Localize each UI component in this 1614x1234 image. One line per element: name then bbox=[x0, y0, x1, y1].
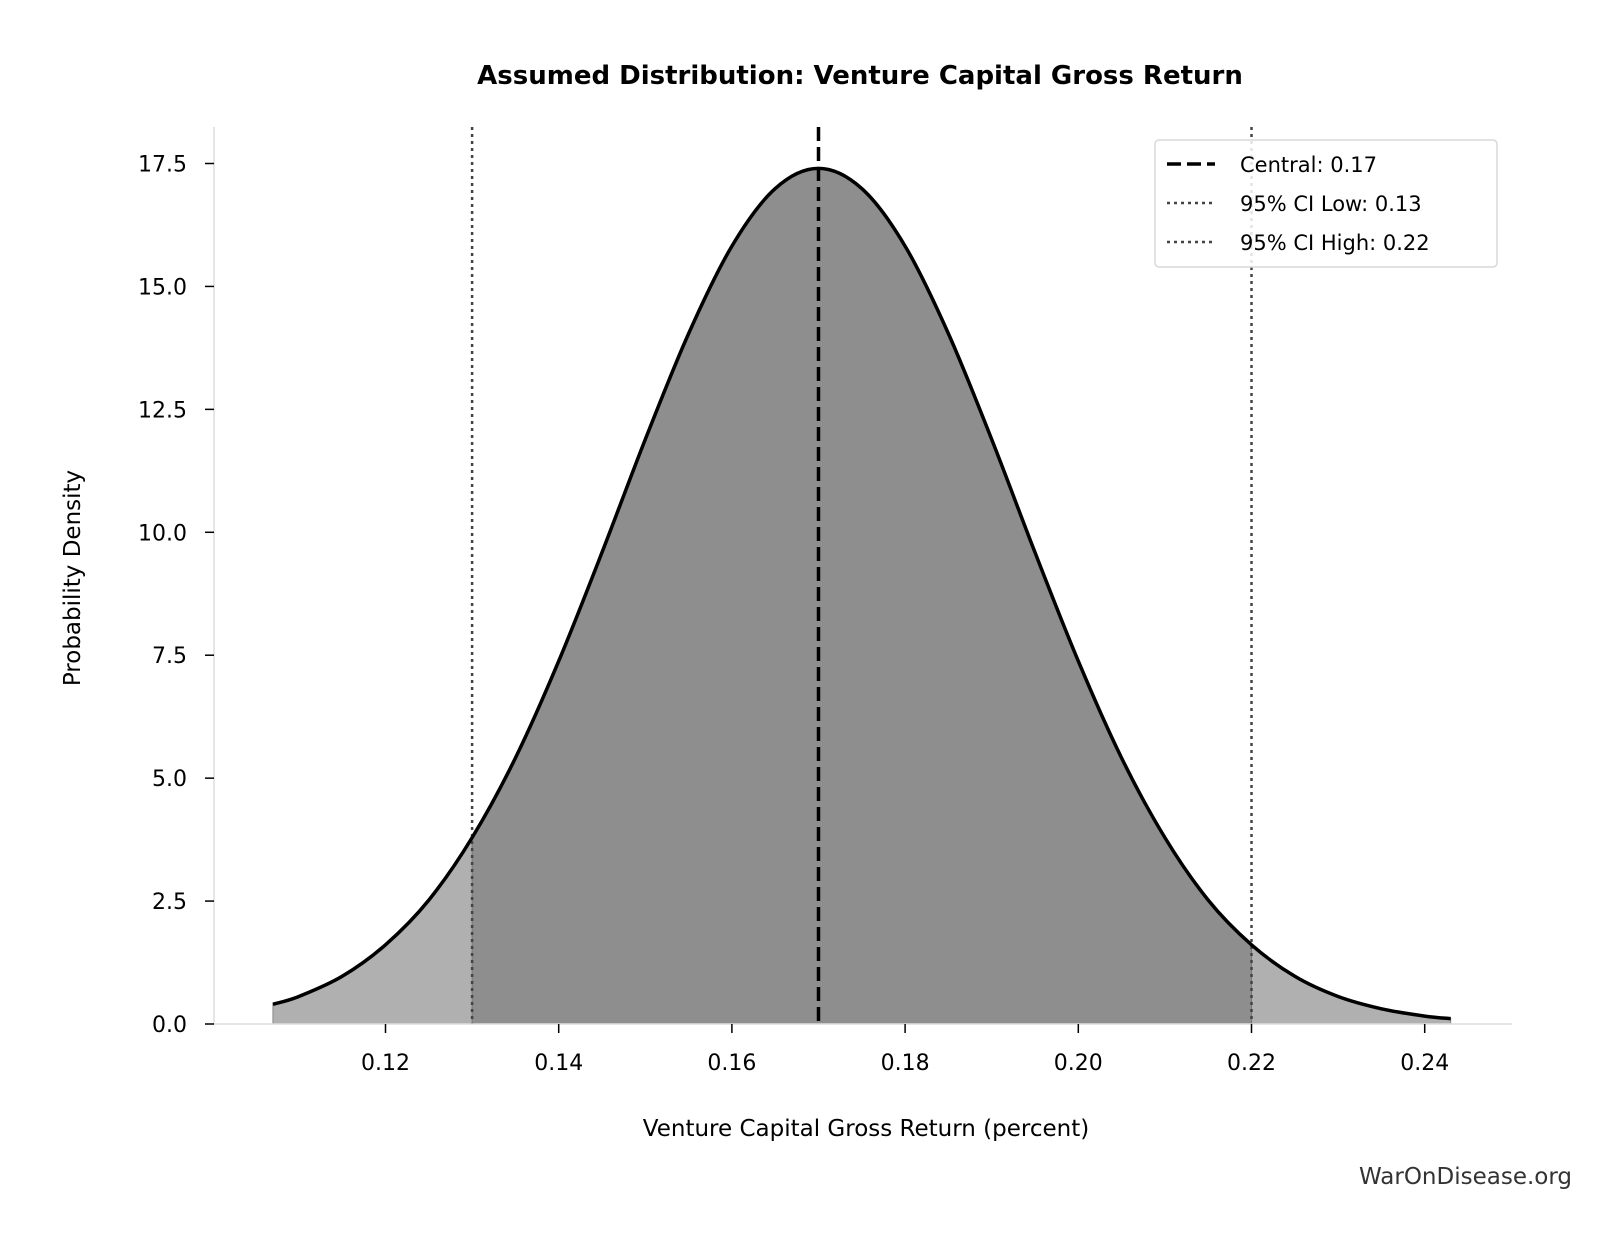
y-tick-label: 0.0 bbox=[152, 1013, 187, 1038]
watermark: WarOnDisease.org bbox=[1359, 1164, 1572, 1190]
x-tick-label: 0.24 bbox=[1400, 1051, 1449, 1076]
legend: Central: 0.17 95% CI Low: 0.13 95% CI Hi… bbox=[1154, 139, 1498, 268]
y-tick-label: 10.0 bbox=[138, 521, 187, 546]
x-ticks: 0.12 0.14 0.16 0.18 0.20 0.22 0.24 bbox=[361, 1024, 1449, 1076]
legend-item-central: Central: 0.17 bbox=[1240, 153, 1377, 177]
reference-lines bbox=[470, 127, 1253, 1024]
x-tick-label: 0.16 bbox=[707, 1051, 756, 1076]
x-axis-label: Venture Capital Gross Return (percent) bbox=[643, 1116, 1089, 1142]
y-tick-label: 12.5 bbox=[138, 398, 187, 423]
x-tick-label: 0.14 bbox=[534, 1051, 583, 1076]
legend-box bbox=[1154, 139, 1498, 268]
x-tick-label: 0.22 bbox=[1227, 1051, 1276, 1076]
x-tick-label: 0.20 bbox=[1054, 1051, 1103, 1076]
x-tick-label: 0.12 bbox=[361, 1051, 410, 1076]
legend-item-ci-high: 95% CI High: 0.22 bbox=[1240, 231, 1430, 255]
ci-area-fill bbox=[471, 167, 1252, 1025]
y-tick-label: 5.0 bbox=[152, 767, 187, 792]
y-tick-label: 15.0 bbox=[138, 275, 187, 300]
chart-title: Assumed Distribution: Venture Capital Gr… bbox=[477, 61, 1243, 91]
density-curve bbox=[272, 166, 1451, 1021]
y-tick-label: 7.5 bbox=[152, 644, 187, 669]
y-tick-label: 17.5 bbox=[138, 153, 187, 178]
y-tick-label: 2.5 bbox=[152, 890, 187, 915]
y-ticks: 0.0 2.5 5.0 7.5 10.0 12.5 15.0 17.5 bbox=[138, 153, 214, 1038]
y-axis-label: Probability Density bbox=[60, 470, 86, 686]
legend-item-ci-low: 95% CI Low: 0.13 bbox=[1240, 192, 1422, 216]
area-fills bbox=[272, 167, 1452, 1025]
x-tick-label: 0.18 bbox=[881, 1051, 930, 1076]
